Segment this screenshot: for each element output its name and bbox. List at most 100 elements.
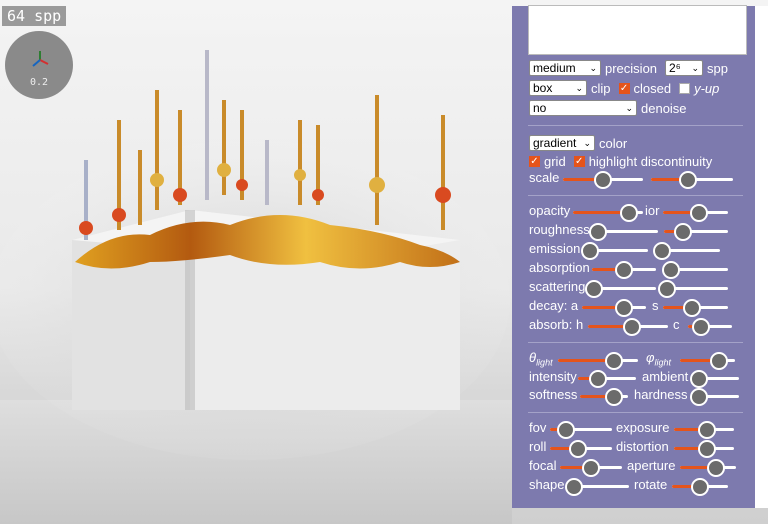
focal-slider[interactable]	[560, 457, 622, 477]
aperture-slider[interactable]	[680, 457, 736, 477]
intensity-slider[interactable]	[578, 368, 636, 388]
spp-select[interactable]: 2⁶ ⌄	[665, 60, 704, 76]
slider-fill	[582, 306, 624, 309]
slider-knob[interactable]	[557, 421, 575, 439]
exposure-slider[interactable]	[674, 419, 734, 439]
divider	[528, 342, 743, 343]
theta-light-slider[interactable]	[558, 350, 638, 370]
slider-fill	[578, 377, 598, 380]
slider-knob[interactable]	[585, 280, 603, 298]
slider-knob[interactable]	[662, 261, 680, 279]
spp-counter: 64 spp	[2, 6, 67, 26]
clip-row: box ⌄ clip ✓ closed y-up	[529, 79, 719, 97]
emission-slider-b[interactable]	[653, 240, 720, 260]
scale-slider-a[interactable]	[563, 169, 643, 189]
slider-knob[interactable]	[569, 440, 587, 458]
slider-knob[interactable]	[691, 478, 709, 496]
phi-light-label: φlight	[646, 350, 671, 368]
slider-knob[interactable]	[692, 318, 710, 336]
slider-fill	[573, 211, 629, 214]
slider-knob[interactable]	[565, 478, 583, 496]
slider-knob[interactable]	[690, 388, 708, 406]
slider-knob[interactable]	[623, 318, 641, 336]
yup-checkbox[interactable]	[679, 82, 691, 94]
slider-track	[688, 325, 732, 328]
denoise-label: denoise	[641, 100, 687, 116]
color-value: gradient	[533, 136, 577, 150]
slider-knob[interactable]	[605, 388, 623, 406]
roll-slider[interactable]	[550, 438, 612, 458]
slider-knob[interactable]	[683, 299, 701, 317]
distortion-slider[interactable]	[674, 438, 734, 458]
slider-knob[interactable]	[615, 261, 633, 279]
slider-knob[interactable]	[620, 204, 638, 222]
phi-light-slider[interactable]	[680, 350, 735, 370]
orientation-gizmo[interactable]: 0.2	[5, 31, 73, 99]
decay-s-label: s	[652, 298, 659, 313]
absorb-h-label: absorb: h	[529, 317, 584, 332]
exposure-label: exposure	[616, 420, 670, 435]
absorption-slider-b[interactable]	[662, 259, 728, 279]
slider-knob[interactable]	[674, 223, 692, 241]
opacity-slider[interactable]	[573, 202, 643, 222]
slider-knob[interactable]	[582, 459, 600, 477]
decay-s-slider[interactable]	[663, 297, 728, 317]
decay-a-label: decay: a	[529, 298, 579, 313]
phi-sub: light	[654, 357, 671, 368]
panel-scrollbar[interactable]	[755, 6, 768, 508]
decay-a-slider[interactable]	[582, 297, 646, 317]
slider-knob[interactable]	[679, 171, 697, 189]
emission-slider[interactable]	[581, 240, 648, 260]
ambient-slider[interactable]	[690, 368, 739, 388]
scale-slider-b[interactable]	[651, 169, 733, 189]
absorb-h-slider[interactable]	[588, 316, 668, 336]
absorb-c-slider[interactable]	[688, 316, 732, 336]
expression-textarea[interactable]	[528, 5, 747, 55]
clip-select[interactable]: box ⌄	[529, 80, 587, 96]
slider-knob[interactable]	[581, 242, 599, 260]
slider-knob[interactable]	[707, 459, 725, 477]
shape-slider[interactable]	[565, 476, 629, 496]
slider-knob[interactable]	[589, 223, 607, 241]
slider-knob[interactable]	[690, 204, 708, 222]
slider-knob[interactable]	[690, 370, 708, 388]
slider-track	[664, 230, 728, 233]
slider-knob[interactable]	[594, 171, 612, 189]
hardness-slider[interactable]	[690, 386, 739, 406]
highlight-label: highlight discontinuity	[588, 153, 713, 169]
ior-slider[interactable]	[663, 202, 728, 222]
scattering-slider-b[interactable]	[658, 278, 728, 298]
theta-symbol: θ	[529, 350, 537, 365]
slider-knob[interactable]	[698, 421, 716, 439]
slider-knob[interactable]	[615, 299, 633, 317]
spp-value: 2⁶	[669, 61, 681, 75]
focal-label: focal	[529, 458, 557, 473]
slider-fill	[663, 211, 699, 214]
closed-checkbox[interactable]: ✓	[618, 82, 630, 94]
fov-slider[interactable]	[550, 419, 612, 439]
color-select[interactable]: gradient ⌄	[529, 135, 595, 151]
highlight-checkbox[interactable]: ✓	[573, 155, 585, 167]
grid-checkbox[interactable]: ✓	[529, 155, 540, 167]
slider-knob[interactable]	[710, 352, 728, 370]
slider-fill	[664, 230, 683, 233]
absorption-slider[interactable]	[592, 259, 656, 279]
slider-knob[interactable]	[653, 242, 671, 260]
distortion-label: distortion	[616, 439, 669, 454]
slider-knob[interactable]	[698, 440, 716, 458]
slider-knob[interactable]	[658, 280, 676, 298]
softness-slider[interactable]	[580, 386, 628, 406]
rotate-slider[interactable]	[672, 476, 728, 496]
slider-fill	[558, 359, 614, 362]
denoise-select[interactable]: no ⌄	[529, 100, 637, 116]
slider-knob[interactable]	[589, 370, 607, 388]
precision-select[interactable]: medium ⌄	[529, 60, 601, 76]
slider-knob[interactable]	[605, 352, 623, 370]
roughness-slider[interactable]	[589, 221, 658, 241]
slider-track	[671, 268, 728, 271]
roughness-slider-b[interactable]	[664, 221, 728, 241]
surface-band	[75, 215, 460, 269]
scattering-slider[interactable]	[585, 278, 656, 298]
color-label: color	[599, 135, 628, 151]
